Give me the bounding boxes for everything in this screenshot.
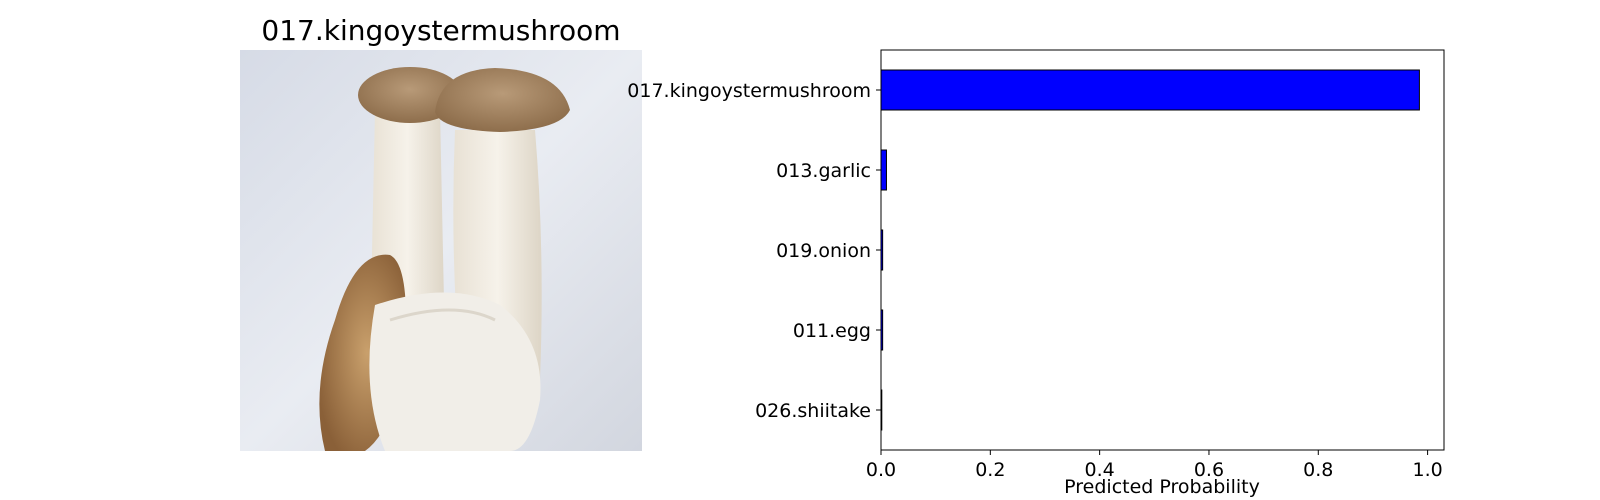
- bar-013.garlic: [880, 149, 887, 191]
- x-tick-label: 0.4: [1085, 459, 1115, 481]
- y-tick-label: 026.shiitake: [755, 400, 871, 422]
- y-tick-label: 017.kingoystermushroom: [627, 80, 871, 102]
- y-tick-label: 013.garlic: [776, 160, 871, 182]
- bars-layer: [880, 69, 1420, 431]
- bar-017.kingoystermushroom: [880, 69, 1420, 111]
- mushroom-photo: [240, 50, 642, 451]
- mushroom-photo-drawing: [240, 50, 642, 451]
- x-tick-label: 0.8: [1303, 459, 1333, 481]
- image-title: 017.kingoystermushroom: [261, 14, 621, 47]
- y-tick-label: 011.egg: [793, 320, 871, 342]
- x-axis-label: Predicted Probability: [1064, 476, 1260, 498]
- ticks-layer: 017.kingoystermushroom 013.garlic 019.onio…: [627, 80, 1442, 481]
- x-tick-label: 1.0: [1412, 459, 1442, 481]
- x-tick-label: 0.2: [975, 459, 1005, 481]
- x-tick-label: 0.0: [866, 459, 896, 481]
- x-tick-label: 0.6: [1194, 459, 1224, 481]
- y-tick-label: 019.onion: [776, 240, 871, 262]
